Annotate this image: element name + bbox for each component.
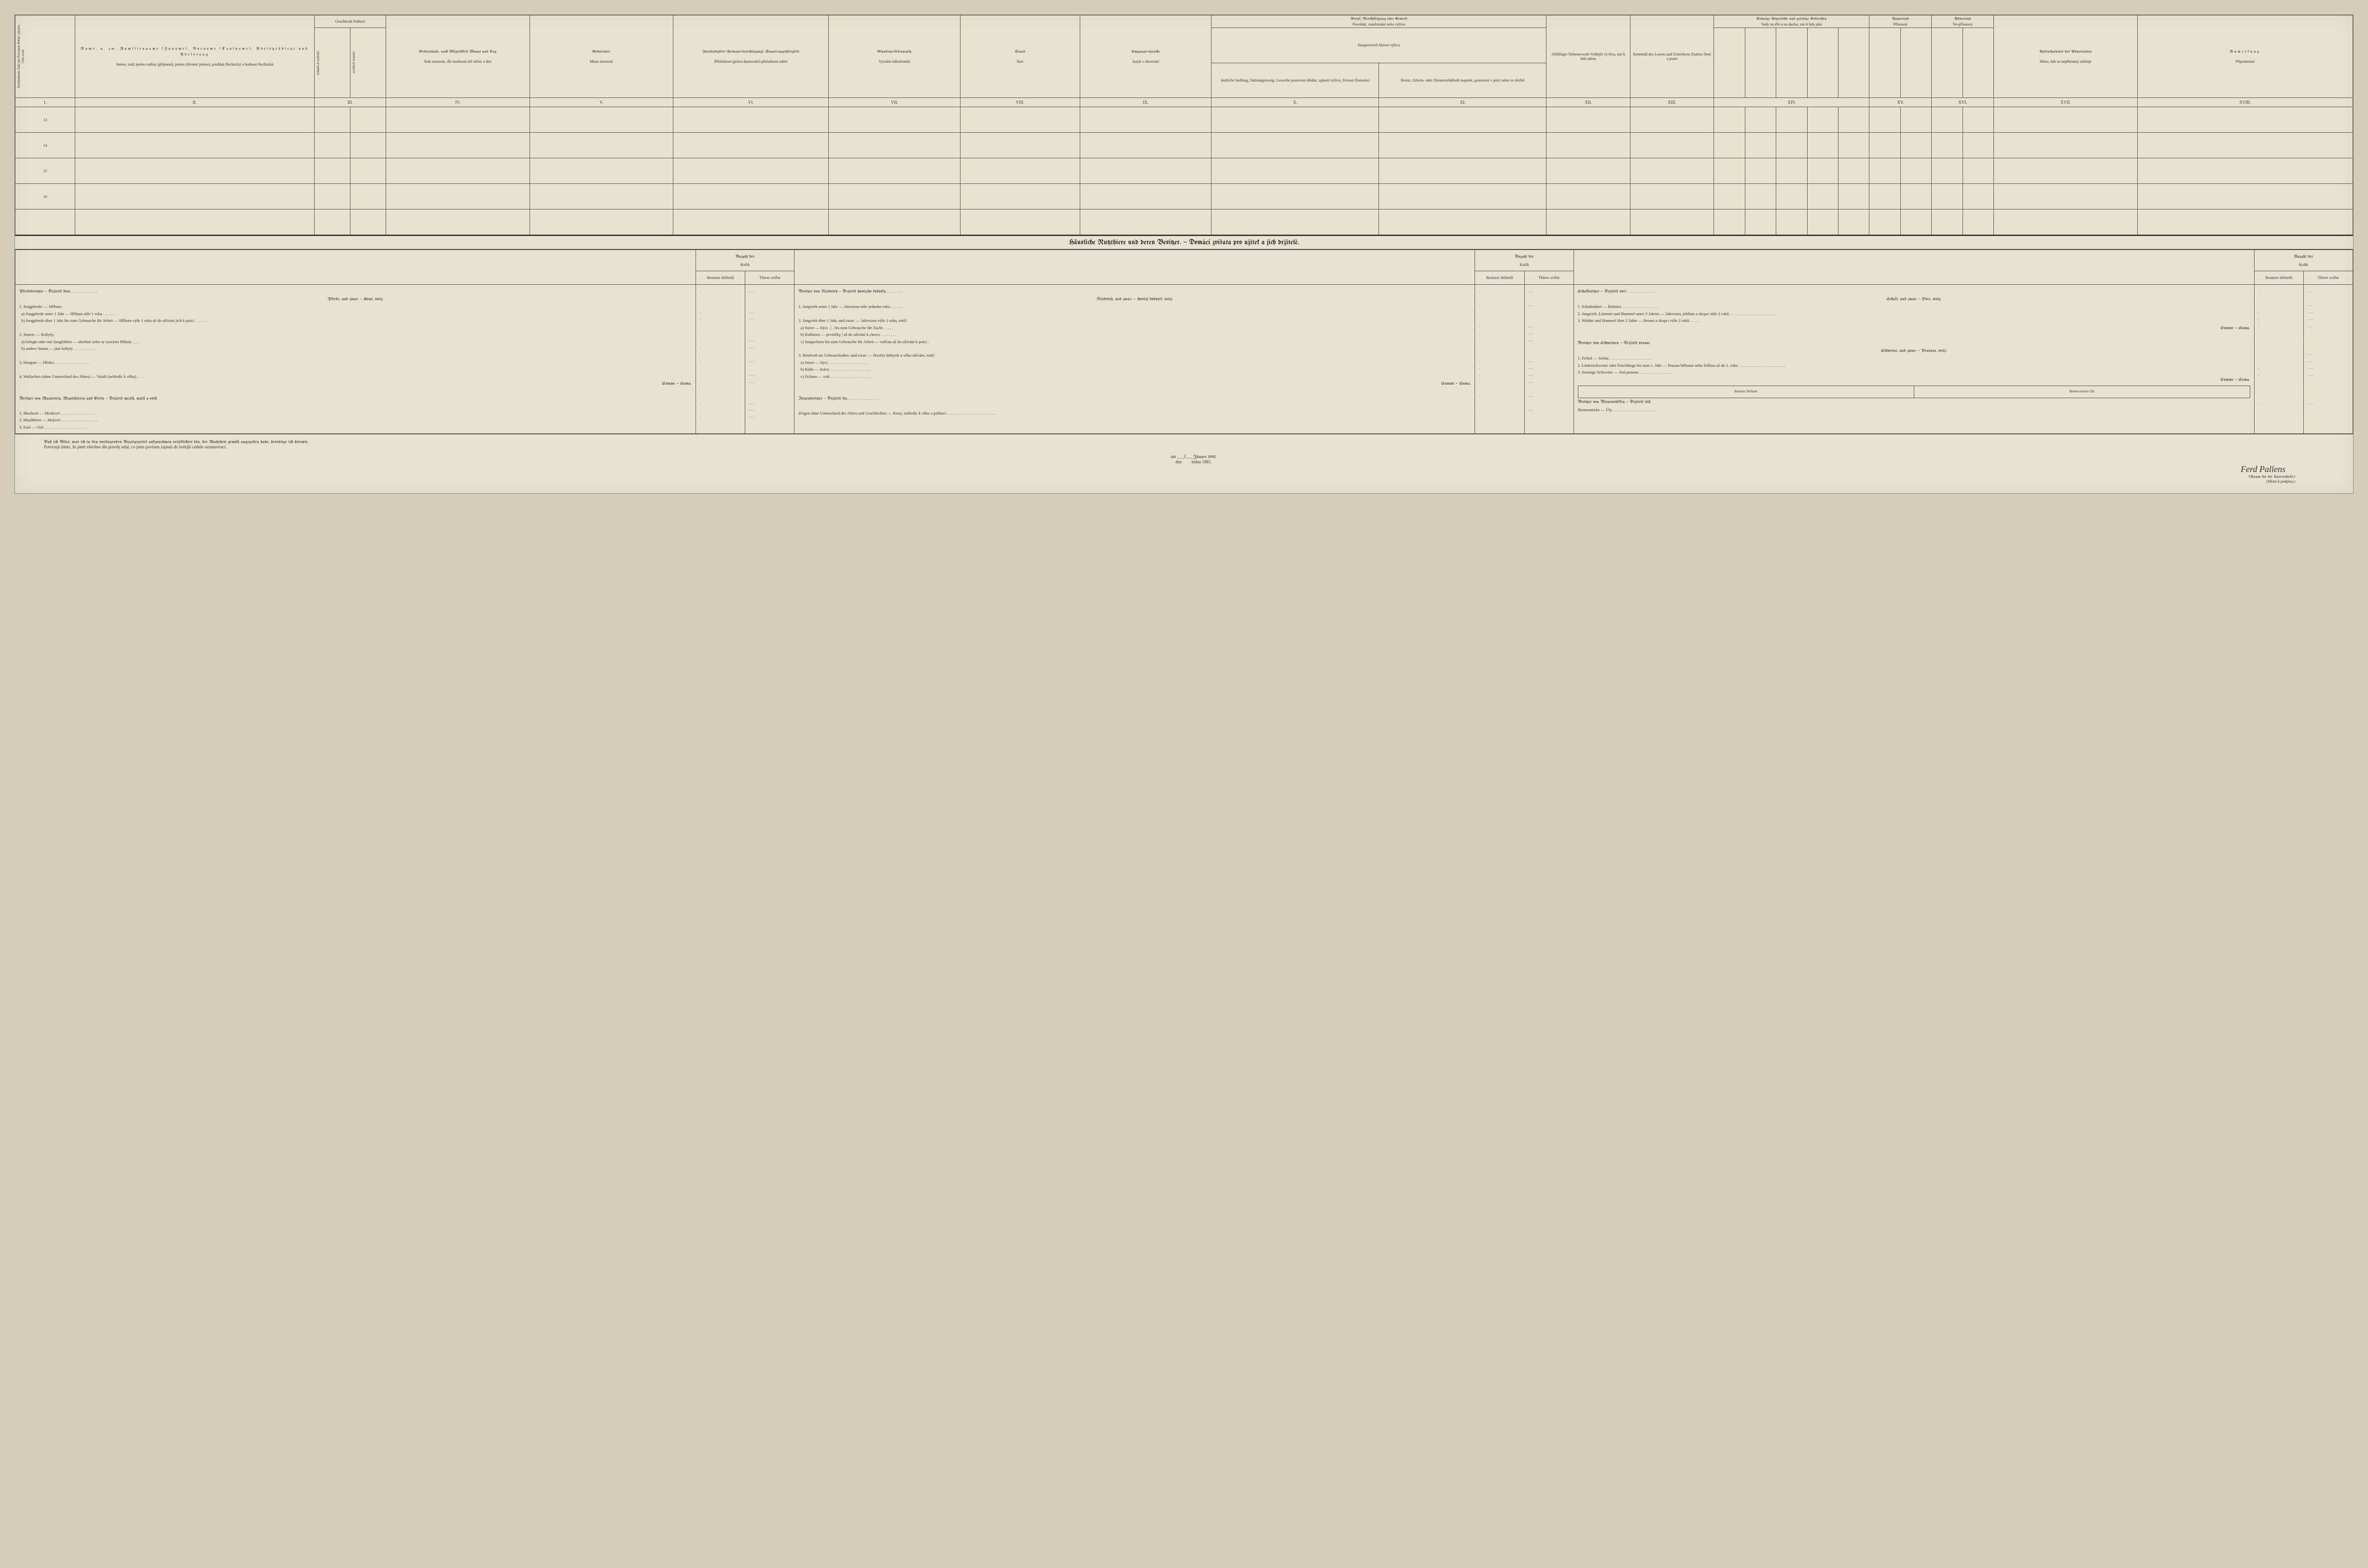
col-male: männlich mužské (316, 29, 320, 97)
col-18-header: Anmerkung Připomenutí (2137, 15, 2353, 98)
signature: Ferd Pallens (44, 464, 2343, 474)
col-4-header: Geburtsjahr, nach Möglichkeit Monat und … (386, 15, 529, 98)
col-15-header: Anwesend Přítomný (1869, 15, 1932, 28)
cattle-column: Besitzer von Rindvieh — Držitelé hovězíh… (794, 284, 1475, 434)
col-x: ämtliche Stellung, Nahrungszweig, Gewerb… (1212, 63, 1379, 98)
animals-table: Anzahl derKolik Anzahl derKolik Anzahl d… (15, 250, 2353, 434)
sheep-pig-column: Schafbesitzer — Držitelé ovcí . . . . . … (1574, 284, 2254, 434)
person-register-table: Fortlaufende Zahl der Personen Pořad. ja… (15, 15, 2353, 235)
table-row: 14 (15, 133, 2353, 158)
col-10-top: Beruf, Beschäftigung oder Erwerb Povolán… (1212, 15, 1546, 28)
col-9-header: Umgangs-sprache Jazyk v obcování (1080, 15, 1212, 98)
col-8-header: Stand Stav (960, 15, 1080, 98)
animals-section-title: Häusliche Nutzthiere und deren Besitzer.… (15, 235, 2353, 250)
col-3-header: Geschlecht Pohlaví (314, 15, 386, 28)
col-17-header: Aufenthaltsort des Abwesenden Místo, kde… (1994, 15, 2137, 98)
col-2-header: Name, u. zw. Familienname (Zuname), Vorn… (75, 15, 314, 98)
horses-column: Pferdebesitzer — Držitelé koní . . . . .… (15, 284, 696, 434)
col-main-occupation: Haupterwerb hlavní výživa (1212, 28, 1546, 63)
signature-label: (Raum für die Unterschrift.) (Místo k po… (44, 474, 2343, 484)
col-1-header: Fortlaufende Zahl der Personen Pořad. ja… (17, 23, 25, 90)
table-row: 16 (15, 184, 2353, 209)
col-16-header: Abwesend Ne-přítomný (1932, 15, 1994, 28)
col-14-header: Etwaige körperliche und geistige Gebrech… (1714, 15, 1869, 28)
table-row (15, 209, 2353, 235)
table-row: 15 (15, 158, 2353, 184)
col-6-header: Zuständigkeit (Heimats-berechtigung), St… (673, 15, 829, 98)
roman-numeral-row: I. II. III. IV. V. VI. VII. VIII. IX. X.… (15, 98, 2353, 107)
col-13-header: Kenntniß des Lesens und Schreibens Znalo… (1630, 15, 1713, 98)
col-female: weiblich ženské (352, 29, 356, 97)
census-form-page: Fortlaufende Zahl der Personen Pořad. ja… (14, 14, 2354, 494)
declaration-footer: Daß ich Alles, was ich in den vorliegend… (15, 434, 2353, 493)
table-row: 13 (15, 107, 2353, 133)
col-7-header: Glaubens-bekenntniß Vyznání náboženské (829, 15, 961, 98)
col-xi: Besitz, Arbeits- oder Dienstverhältniß m… (1379, 63, 1546, 98)
col-5-header: Geburtsort Místo narození (529, 15, 673, 98)
col-12-header: Allfälliger Nebenerwerb Vedlejší vý-živa… (1546, 15, 1630, 98)
